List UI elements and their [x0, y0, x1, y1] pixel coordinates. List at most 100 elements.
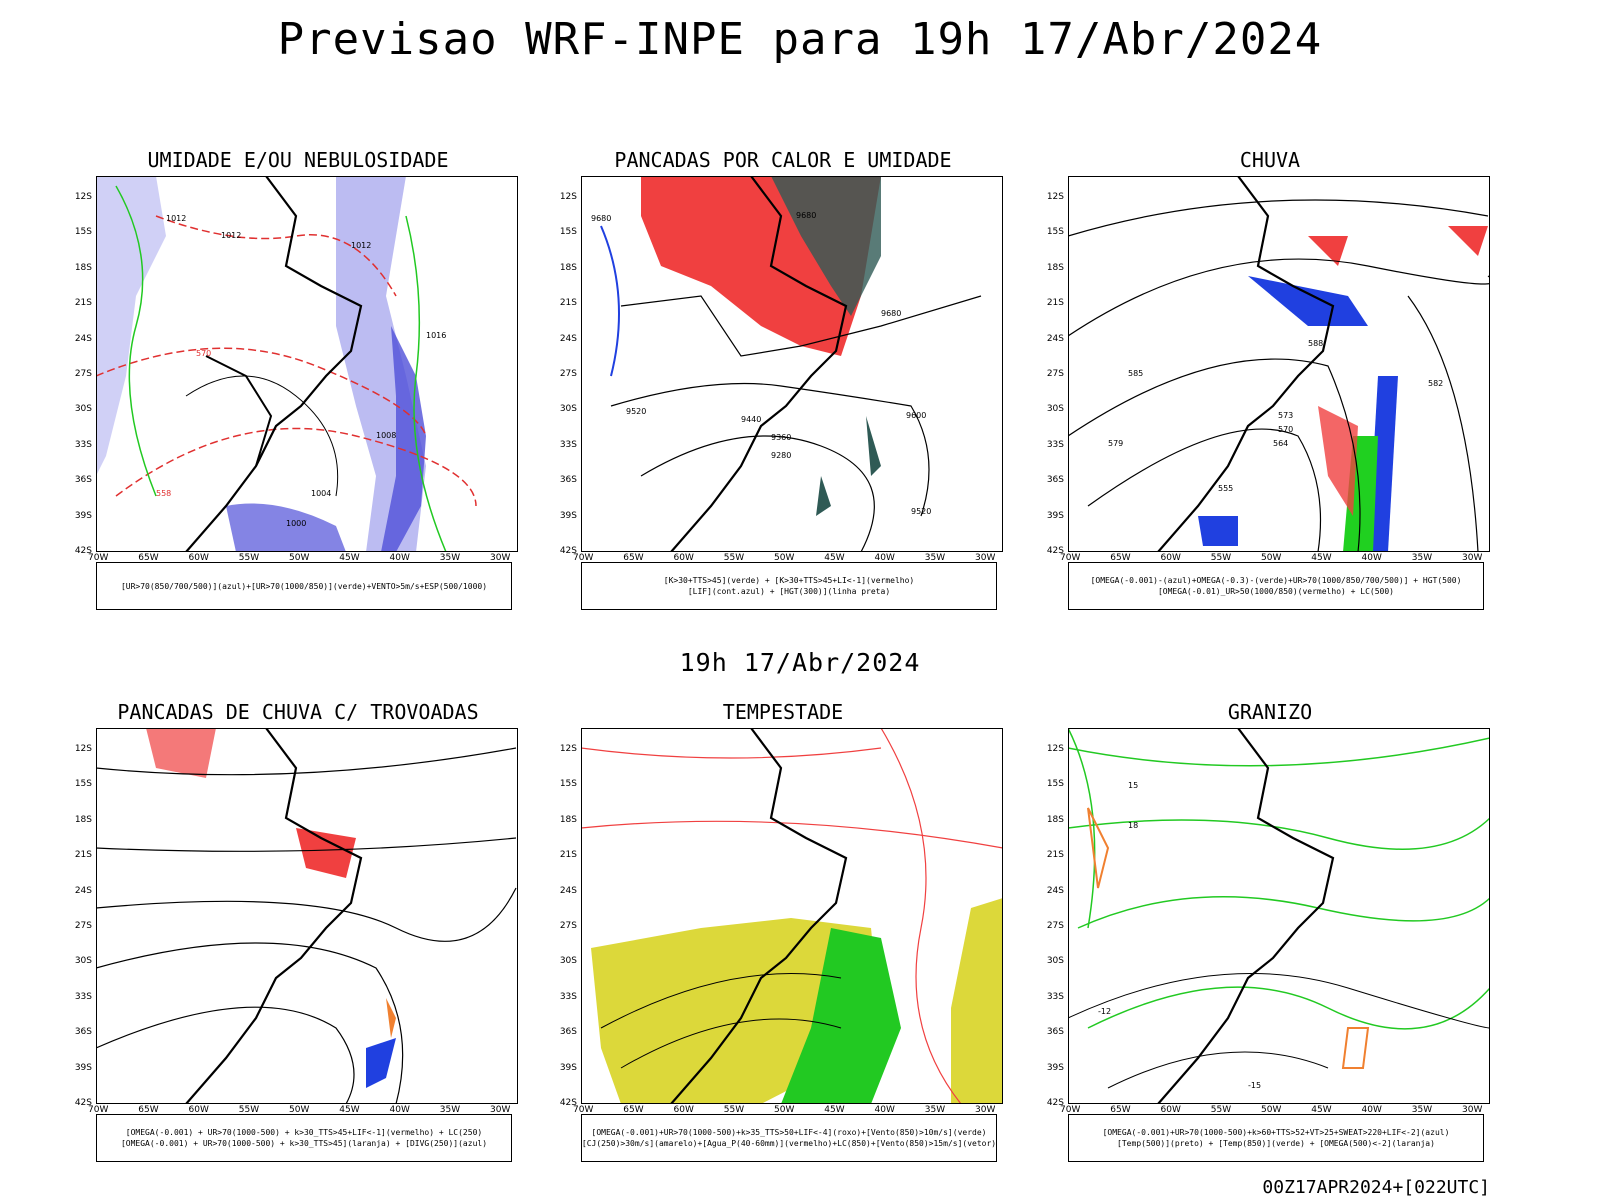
legend-line: [OMEGA(-0.001)-(azul)+OMEGA(-0.3)-(verde… [1090, 576, 1462, 585]
map-umidade: 1012 1012 1012 1016 1008 1004 1000 570 5… [96, 176, 518, 552]
lat-tick-label: 21S [74, 850, 92, 861]
lat-tick-label: 12S [74, 192, 92, 202]
lat-tick-label: 18S [559, 262, 577, 273]
lon-tick-label: 70W [1060, 1105, 1081, 1115]
lon-tick-label: 35W [1411, 1105, 1433, 1115]
panel-title: UMIDADE E/OU NEBULOSIDADE [147, 148, 449, 172]
isoline-label: -15 [1248, 1081, 1261, 1090]
lon-tick-label: 55W [238, 553, 260, 563]
lat-tick-label: 42S [74, 1098, 92, 1108]
lon-tick-label: 35W [439, 553, 461, 563]
lat-tick-label: 12S [559, 744, 577, 754]
lon-tick-label: 40W [389, 553, 410, 563]
lon-tick-label: 65W [623, 553, 644, 563]
lat-tick-label: 18S [1046, 262, 1064, 273]
lat-tick-label: 33S [1046, 439, 1064, 450]
legend-line: [CJ(250)>30m/s](amarelo)+[Agua_P(40-60mm… [581, 1139, 997, 1148]
panel-pancadas-calor: PANCADAS POR CALOR E UMIDADE 9680 9680 9… [543, 148, 1023, 618]
lon-tick-label: 65W [1110, 553, 1131, 563]
lat-tick-label: 33S [559, 439, 577, 450]
lon-tick-label: 60W [1160, 553, 1181, 563]
lon-tick-label: 45W [339, 1105, 360, 1115]
lon-tick-label: 30W [975, 1105, 996, 1115]
panel-tempestade: TEMPESTADE [OMEGA(-0.001)+UR>70(1000-500… [543, 700, 1023, 1170]
lon-tick-label: 55W [1210, 1105, 1232, 1115]
lat-tick-label: 15S [74, 227, 92, 238]
lon-tick-label: 70W [1060, 553, 1081, 563]
map-pancadas-calor: 9680 9680 9680 9600 9520 9520 9440 9360 … [581, 176, 1003, 552]
lat-tick-label: 18S [74, 262, 92, 273]
lon-tick-label: 45W [1311, 553, 1332, 563]
lat-tick-label: 15S [559, 227, 577, 238]
middle-date-label: 19h 17/Abr/2024 [679, 648, 921, 677]
lon-tick-label: 45W [824, 1105, 845, 1115]
lat-tick-label: 33S [1046, 991, 1064, 1002]
lon-tick-label: 70W [88, 553, 109, 563]
run-stamp: 00Z17APR2024+[022UTC] [1262, 1177, 1490, 1198]
lat-tick-label: 27S [559, 921, 577, 931]
lon-tick-label: 55W [723, 1105, 745, 1115]
legend-line: [OMEGA(-0.001) + UR>70(1000-500) + k>30_… [120, 1139, 488, 1148]
legend-line: [UR>70(850/700/500)](azul)+[UR>70(1000/8… [120, 581, 488, 591]
isoline-label: 9520 [626, 407, 646, 416]
lat-tick-label: 27S [74, 921, 92, 931]
lat-tick-label: 24S [74, 885, 92, 896]
map-tempestade [581, 728, 1003, 1104]
page-title: Previsao WRF-INPE para 19h 17/Abr/2024 [277, 14, 1323, 65]
lat-tick-label: 27S [74, 369, 92, 379]
isoline-label: 585 [1128, 369, 1143, 378]
lon-tick-label: 65W [138, 553, 159, 563]
isoline-label: 582 [1428, 379, 1443, 388]
isoline-label: 18 [1128, 821, 1138, 830]
lat-tick-label: 36S [74, 1027, 92, 1038]
lon-tick-label: 55W [238, 1105, 260, 1115]
map-granizo: -12 -15 15 18 [1068, 728, 1490, 1104]
lon-tick-label: 60W [188, 553, 209, 563]
lat-tick-label: 42S [1046, 546, 1064, 556]
lat-tick-label: 36S [559, 1027, 577, 1038]
isoline-label: 9440 [741, 415, 761, 424]
lat-tick-label: 42S [1046, 1098, 1064, 1108]
legend-line: [OMEGA(-0.001) + UR>70(1000-500) + k>30_… [125, 1128, 483, 1137]
isoline-label: 1012 [351, 241, 371, 250]
lat-tick-label: 39S [1046, 1062, 1064, 1073]
lon-tick-label: 35W [924, 1105, 946, 1115]
panel-legend: [OMEGA(-0.001) + UR>70(1000-500) + k>30_… [96, 1114, 512, 1162]
isoline-label: 1008 [376, 431, 396, 440]
panel-legend: [UR>70(850/700/500)](azul)+[UR>70(1000/8… [96, 562, 512, 610]
lat-tick-label: 30S [1046, 956, 1064, 967]
lat-tick-label: 18S [559, 814, 577, 825]
isoline-label: 9520 [911, 507, 931, 516]
lat-tick-label: 27S [1046, 921, 1064, 931]
lon-tick-label: 55W [723, 553, 745, 563]
lon-tick-label: 70W [88, 1105, 109, 1115]
isoline-label: 1012 [166, 214, 186, 223]
lat-tick-label: 42S [559, 546, 577, 556]
lon-tick-label: 60W [673, 553, 694, 563]
lat-tick-label: 39S [559, 1062, 577, 1073]
isoline-label: 564 [1273, 439, 1288, 448]
lon-tick-label: 70W [573, 1105, 594, 1115]
panel-chuva: CHUVA 588 585 582 579 573 570 564 555 [O… [1030, 148, 1510, 618]
lon-tick-label: 35W [924, 553, 946, 563]
lon-tick-label: 55W [1210, 553, 1232, 563]
lon-tick-label: 30W [1462, 553, 1483, 563]
lon-tick-label: 40W [1361, 1105, 1382, 1115]
lon-tick-label: 40W [874, 1105, 895, 1115]
isoline-label: 1012 [221, 231, 241, 240]
lon-tick-label: 40W [874, 553, 895, 563]
lat-tick-label: 36S [559, 475, 577, 486]
panel-legend: [OMEGA(-0.001)-(azul)+OMEGA(-0.3)-(verde… [1068, 562, 1484, 610]
isoline-label: 558 [156, 489, 171, 498]
lat-tick-label: 12S [1046, 744, 1064, 754]
lat-tick-label: 21S [74, 298, 92, 309]
lat-tick-label: 21S [559, 850, 577, 861]
lat-tick-label: 24S [1046, 333, 1064, 344]
panel-title: PANCADAS DE CHUVA C/ TROVOADAS [117, 700, 479, 724]
panel-legend: [K>30+TTS>45](verde) + [K>30+TTS>45+LI<-… [581, 562, 997, 610]
isoline-label: 9680 [881, 309, 901, 318]
lon-tick-label: 50W [774, 553, 795, 563]
lon-tick-label: 50W [289, 1105, 310, 1115]
legend-line: [OMEGA(-0.001)+UR>70(1000-500)+k>60+TTS>… [1102, 1128, 1450, 1137]
lon-tick-label: 50W [1261, 1105, 1282, 1115]
